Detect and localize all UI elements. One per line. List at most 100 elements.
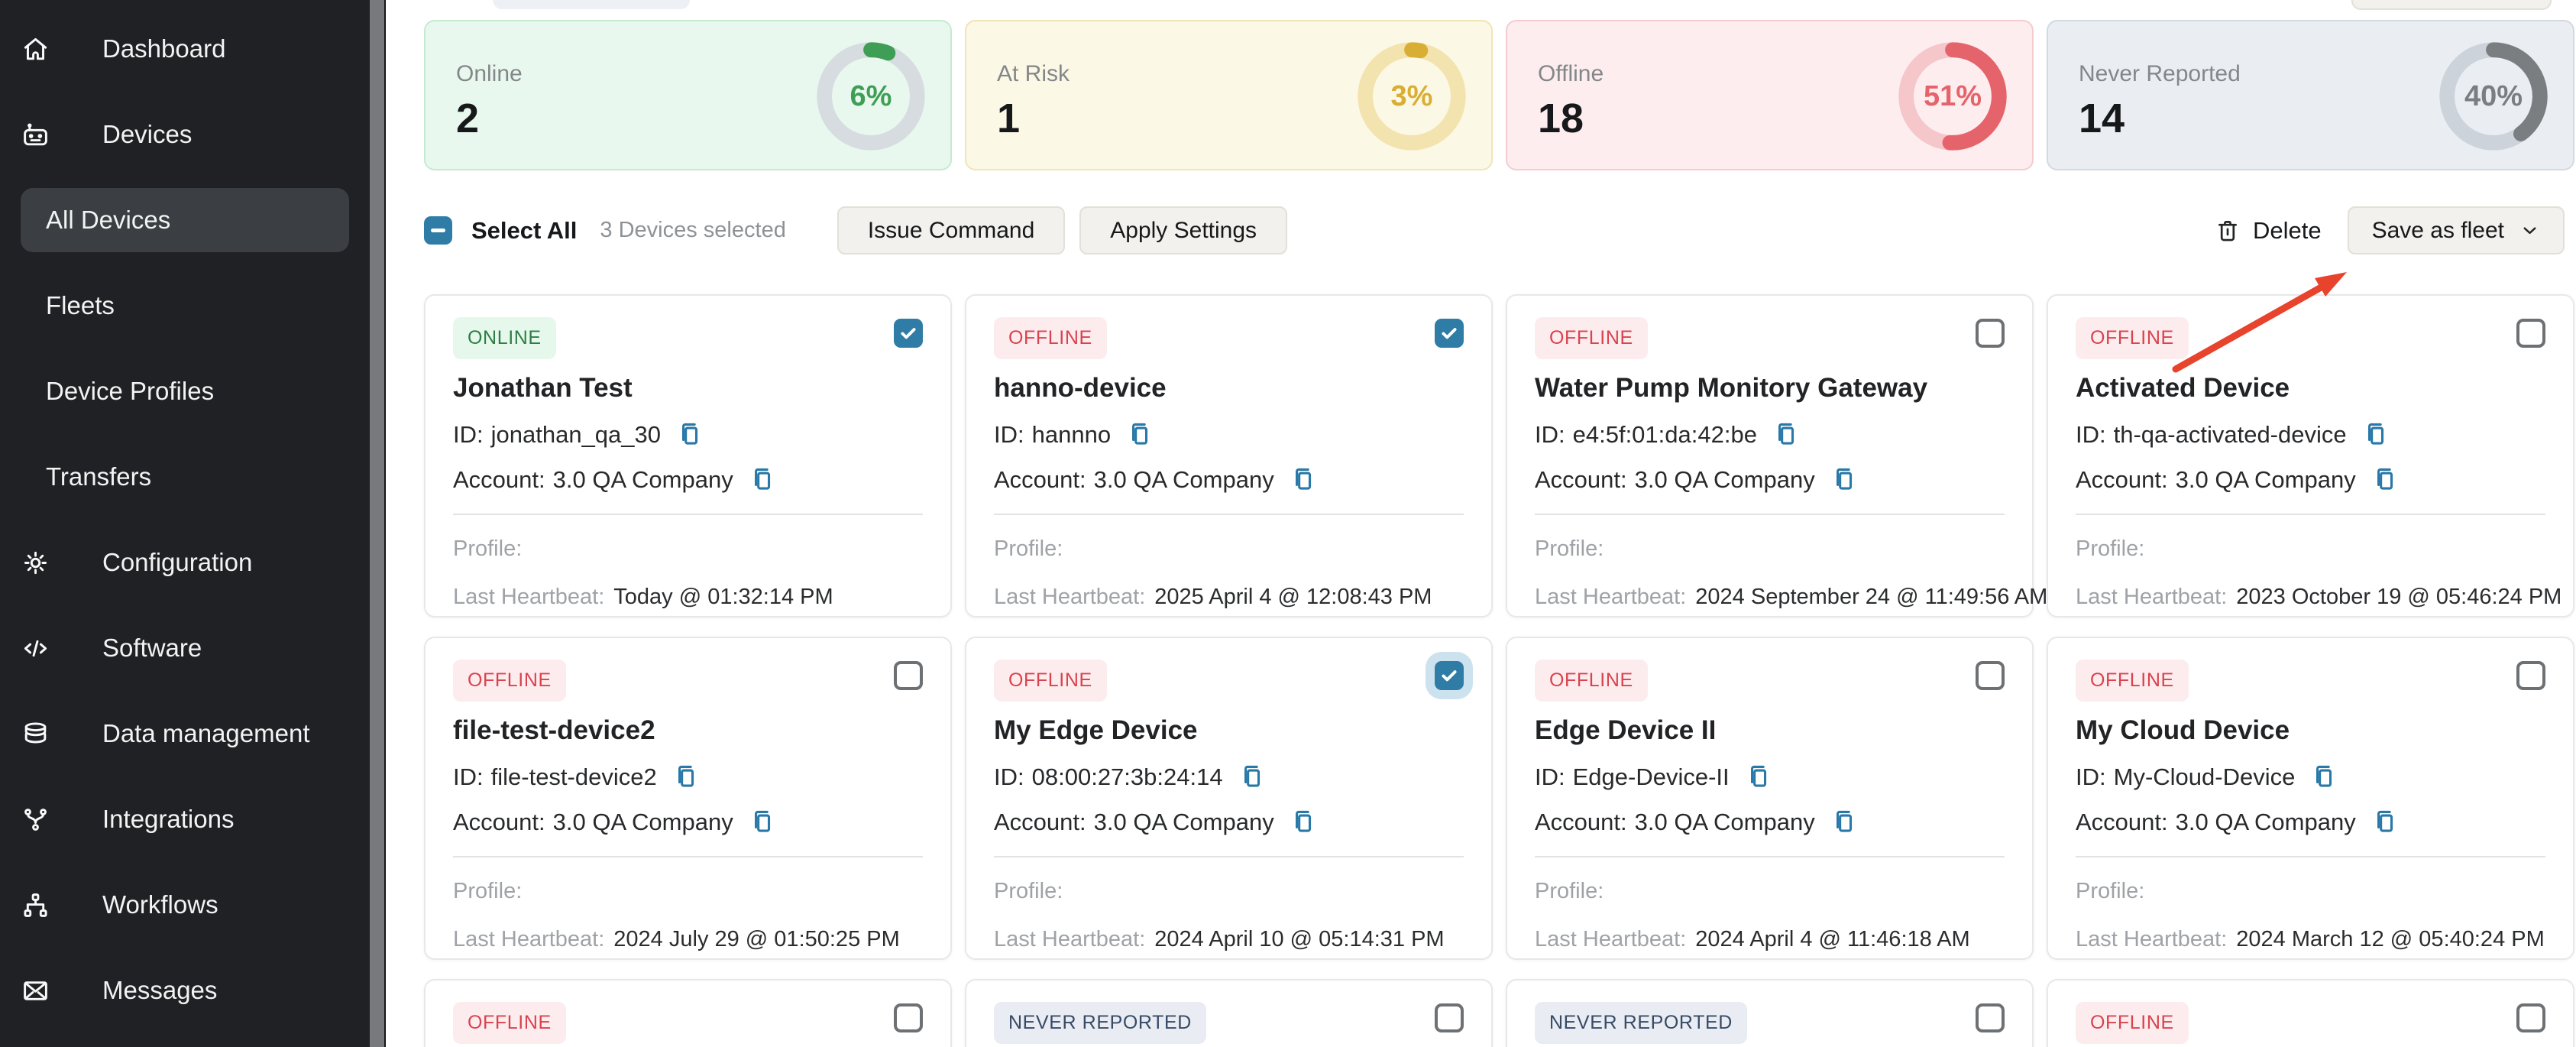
profile-label: Profile: [453,879,523,903]
device-card[interactable]: OFFLINE Activated Device ID: th-qa-activ… [2047,294,2574,618]
device-checkbox[interactable] [1435,319,1464,348]
copy-icon[interactable] [2309,763,2337,791]
sidebar-item-software[interactable]: Software [0,605,386,691]
heartbeat-row: Last Heartbeat: 2024 July 29 @ 01:50:25 … [453,927,923,952]
sidebar-item-data-management[interactable]: Data management [0,691,386,776]
device-card[interactable]: ONLINE Jonathan Test ID: jonathan_qa_30 … [424,294,952,618]
heartbeat-label: Last Heartbeat: [453,585,605,609]
sidebar-item-label: Software [102,634,202,662]
device-name: Edge Device II [1535,715,1717,745]
status-badge: OFFLINE [453,1002,566,1044]
device-checkbox[interactable] [1976,1003,2005,1032]
sidebar-item-configuration[interactable]: Configuration [0,520,386,605]
device-id: e4:5f:01:da:42:be [1572,420,1757,448]
device-name: Water Pump Monitory Gateway [1535,373,1928,403]
copy-icon[interactable] [1743,763,1772,791]
device-checkbox[interactable] [2516,1003,2545,1032]
device-card-partial[interactable]: OFFLINE [2047,979,2574,1047]
copy-icon[interactable] [1288,465,1316,494]
device-id-row: ID: th-qa-activated-device [2076,420,2545,449]
device-checkbox[interactable] [894,661,923,690]
sidebar-scrollbar[interactable] [370,0,384,1047]
copy-icon[interactable] [1288,808,1316,836]
heartbeat-value: 2024 March 12 @ 05:40:24 PM [2236,927,2545,951]
device-card-partial[interactable]: OFFLINE [424,979,952,1047]
sidebar-item-all-devices[interactable]: All Devices [21,188,349,252]
sidebar-item-fleets[interactable]: Fleets [0,263,386,348]
profile-label: Profile: [2076,879,2145,903]
device-account-row: Account: 3.0 QA Company [1535,465,2005,494]
copy-icon[interactable] [2370,465,2398,494]
copy-icon[interactable] [1829,465,1857,494]
sidebar-item-device-profiles[interactable]: Device Profiles [0,348,386,434]
copy-icon[interactable] [1771,420,1799,449]
heartbeat-row: Last Heartbeat: 2025 April 4 @ 12:08:43 … [994,585,1464,610]
copy-icon[interactable] [675,420,703,449]
sidebar-item-devices[interactable]: Devices [0,92,386,177]
copy-icon[interactable] [747,465,775,494]
copy-icon[interactable] [1125,420,1153,449]
stat-card-online: Online 2 6% [424,20,952,170]
sidebar-item-dashboard[interactable]: Dashboard [0,6,386,92]
device-account: 3.0 QA Company [1093,465,1274,493]
sidebar-item-transfers[interactable]: Transfers [0,434,386,520]
sidebar-item-label: Integrations [102,805,235,833]
device-account: 3.0 QA Company [2175,465,2356,493]
device-checkbox[interactable] [1976,661,2005,690]
card-divider [994,514,1464,515]
issue-command-button[interactable]: Issue Command [837,206,1066,254]
card-divider [2076,514,2545,515]
device-checkbox[interactable] [2516,661,2545,690]
apply-settings-button[interactable]: Apply Settings [1079,206,1288,254]
toolbar-right-group: Delete Save as fleet [2215,206,2565,254]
device-name: Jonathan Test [453,373,633,403]
heartbeat-value: 2024 July 29 @ 01:50:25 PM [613,927,900,951]
percent-label: 51% [1923,79,1982,112]
trash-icon [2218,220,2237,241]
device-card-partial[interactable]: NEVER REPORTED [1506,979,2034,1047]
device-checkbox[interactable] [1435,1003,1464,1032]
copy-icon[interactable] [747,808,775,836]
device-card[interactable]: OFFLINE file-test-device2 ID: file-test-… [424,637,952,960]
heartbeat-label: Last Heartbeat: [1535,585,1687,609]
sidebar-item-label: Devices [102,120,193,148]
sidebar-item-integrations[interactable]: Integrations [0,776,386,862]
device-account-row: Account: 3.0 QA Company [2076,808,2545,836]
profile-label: Profile: [994,879,1063,903]
save-as-fleet-button[interactable]: Save as fleet [2347,206,2565,254]
device-checkbox[interactable] [894,319,923,348]
device-card[interactable]: OFFLINE My Cloud Device ID: My-Cloud-Dev… [2047,637,2574,960]
copy-icon[interactable] [1237,763,1265,791]
heartbeat-value: 2023 October 19 @ 05:46:24 PM [2236,585,2562,609]
status-badge: OFFLINE [2076,317,2189,359]
status-badge: NEVER REPORTED [1535,1002,1747,1044]
sidebar-item-messages[interactable]: Messages [0,948,386,1033]
card-divider [453,514,923,515]
device-card[interactable]: OFFLINE Water Pump Monitory Gateway ID: … [1506,294,2047,618]
device-card-partial[interactable]: NEVER REPORTED [965,979,1493,1047]
delete-button[interactable]: Delete [2215,217,2322,245]
heartbeat-row: Last Heartbeat: 2024 September 24 @ 11:4… [1535,585,2047,610]
device-checkbox[interactable] [2516,319,2545,348]
device-card[interactable]: OFFLINE hanno-device ID: hannno Account:… [965,294,1493,618]
select-all-checkbox[interactable] [424,216,452,245]
device-checkbox[interactable] [1435,661,1464,690]
device-account-row: Account: 3.0 QA Company [2076,465,2545,494]
copy-icon[interactable] [1829,808,1857,836]
copy-icon[interactable] [2370,808,2398,836]
device-card[interactable]: OFFLINE My Edge Device ID: 08:00:27:3b:2… [965,637,1493,960]
account-label: Account: [1535,808,1627,835]
heartbeat-row: Last Heartbeat: Today @ 01:32:14 PM [453,585,923,610]
device-checkbox[interactable] [894,1003,923,1032]
device-id-row: ID: file-test-device2 [453,763,923,791]
sidebar-item-workflows[interactable]: Workflows [0,862,386,948]
device-card[interactable]: OFFLINE Edge Device II ID: Edge-Device-I… [1506,637,2034,960]
device-checkbox[interactable] [1976,319,2005,348]
copy-icon[interactable] [671,763,699,791]
status-badge: OFFLINE [2076,1002,2189,1044]
device-card-grid: ONLINE Jonathan Test ID: jonathan_qa_30 … [424,294,2574,1047]
percent-ring: 6% [813,38,929,154]
sidebar-item-label: Workflows [102,890,218,919]
device-account-row: Account: 3.0 QA Company [994,808,1464,836]
copy-icon[interactable] [2361,420,2389,449]
